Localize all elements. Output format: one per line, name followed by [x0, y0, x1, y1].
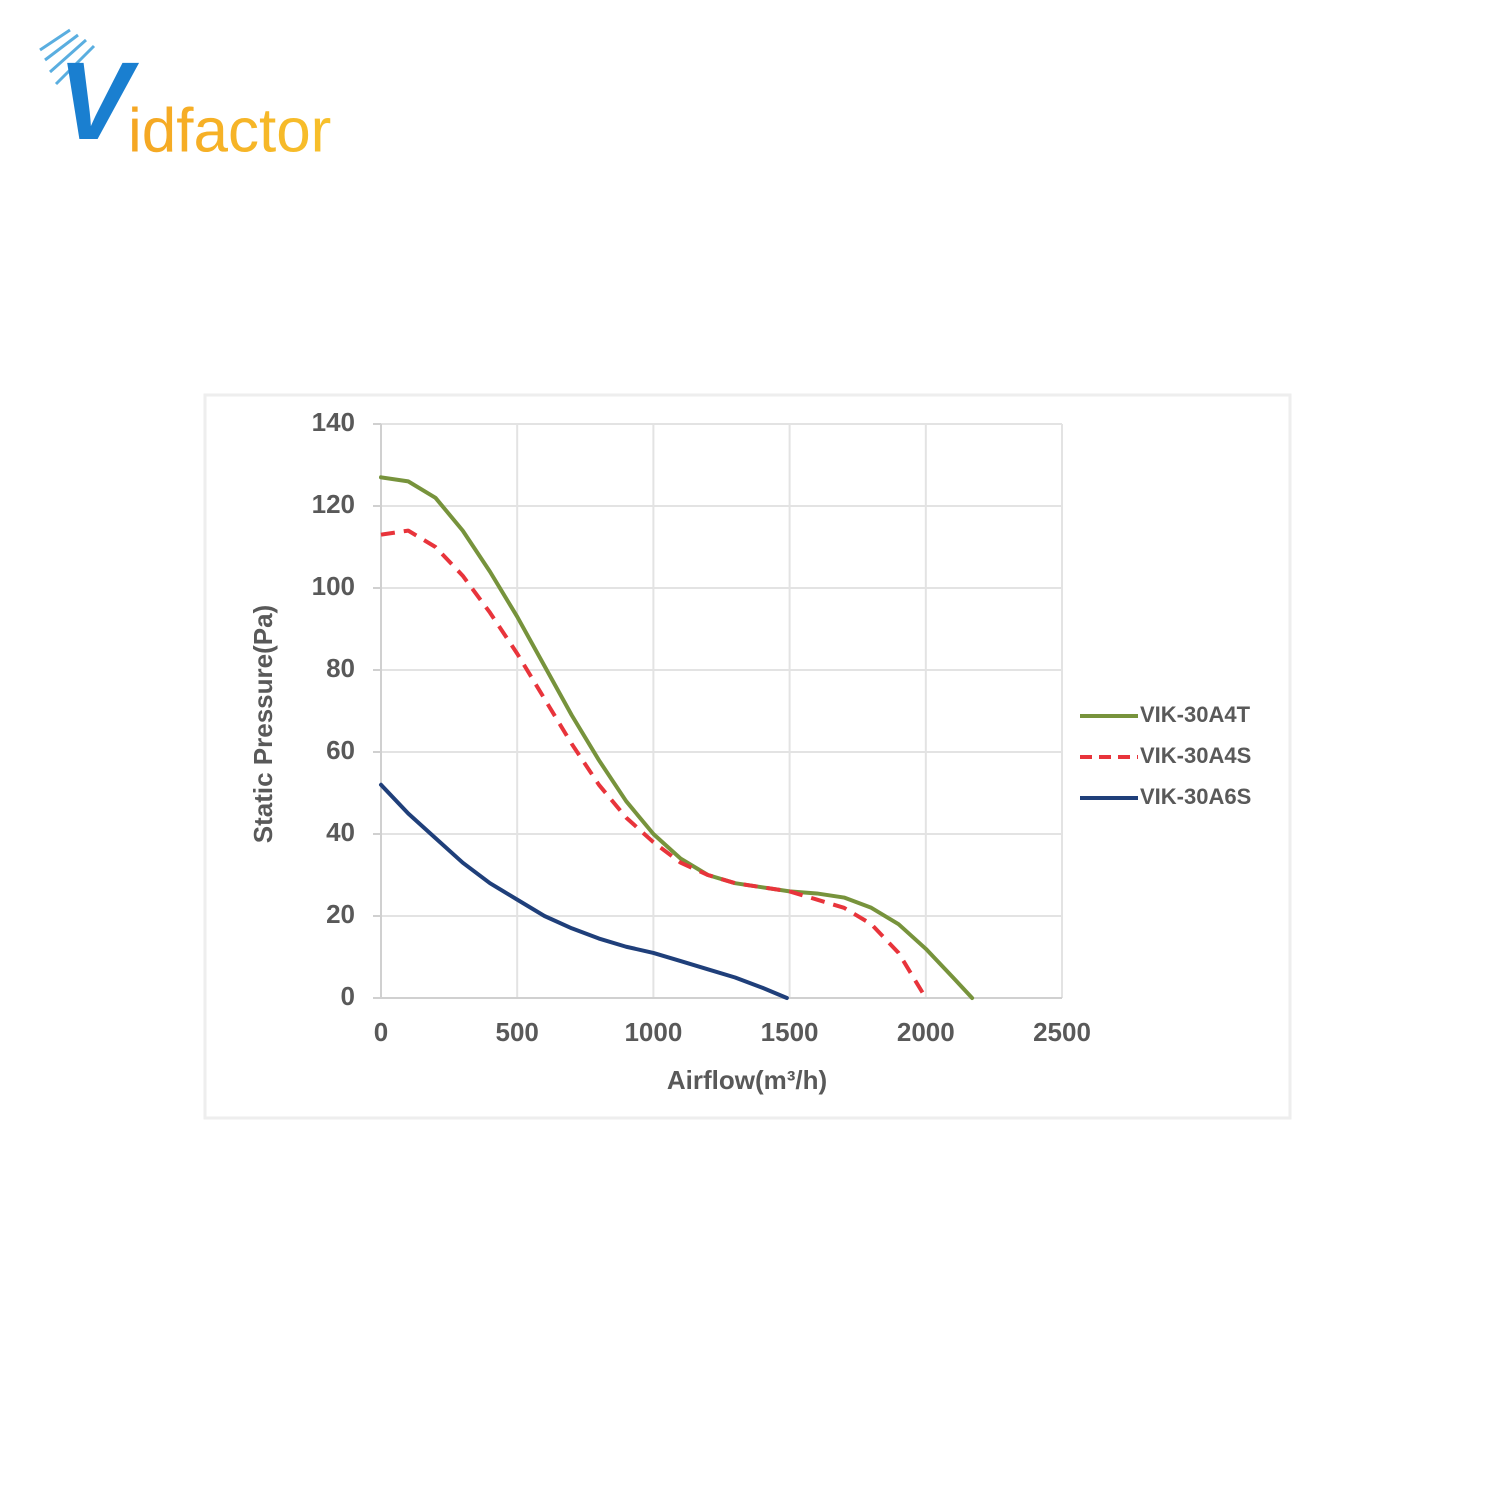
y-tick-label: 120: [312, 489, 355, 519]
legend-label: VIK-30A6S: [1140, 784, 1251, 809]
x-tick-label: 2000: [897, 1017, 955, 1047]
y-tick-label: 0: [341, 981, 355, 1011]
logo-initial: V: [58, 40, 140, 163]
x-tick-label: 2500: [1033, 1017, 1091, 1047]
x-tick-label: 0: [374, 1017, 388, 1047]
x-tick-label: 1000: [624, 1017, 682, 1047]
x-tick-label: 1500: [761, 1017, 819, 1047]
y-tick-label: 60: [326, 735, 355, 765]
y-tick-label: 20: [326, 899, 355, 929]
legend-label: VIK-30A4T: [1140, 702, 1251, 727]
y-tick-label: 100: [312, 571, 355, 601]
series-line: [379, 475, 975, 1000]
legend-label: VIK-30A4S: [1140, 743, 1251, 768]
series-line: [380, 528, 928, 1000]
series-line: [379, 782, 789, 1000]
y-tick-label: 140: [312, 407, 355, 437]
x-axis-title: Airflow(m³/h): [667, 1065, 827, 1095]
logo-text: idfactor: [128, 96, 331, 165]
y-tick-label: 40: [326, 817, 355, 847]
logo: V idfactor: [39, 28, 331, 165]
plot: 0 20 40 60 80 100 120 140 0 500 1000 1500 2000 2500 VI…: [312, 407, 1252, 1047]
logo-feathers: [39, 28, 96, 86]
y-axis-title: Static Pressure(Pa): [248, 605, 278, 843]
x-tick-label: 500: [496, 1017, 539, 1047]
y-tick-label: 80: [326, 653, 355, 683]
